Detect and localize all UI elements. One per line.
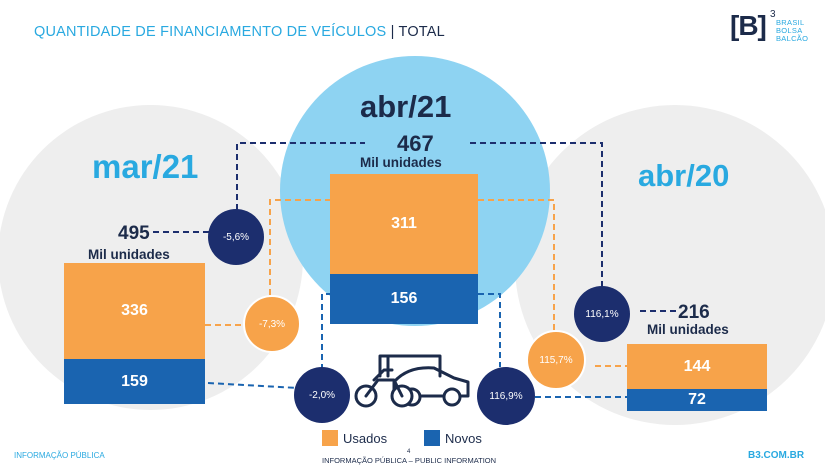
month-abr21: abr/21: [360, 89, 452, 124]
connector-total-right: [470, 142, 603, 290]
unit-abr21: Mil unidades: [360, 155, 442, 170]
bar-usados-1: 311: [330, 174, 478, 274]
change-new-vs-mar21: -2,0%: [294, 367, 350, 423]
footer-page-number: 4: [407, 449, 411, 455]
bar-novos-2: 72: [627, 389, 767, 411]
logo-superscript: 3: [770, 9, 776, 20]
title-total: TOTAL: [398, 24, 445, 40]
connector-total-left: [236, 142, 365, 210]
unit-mar21: Mil unidades: [88, 247, 170, 262]
title-separator: |: [390, 24, 395, 40]
logo-line-2: BOLSA: [776, 26, 803, 35]
title-main: QUANTIDADE DE FINANCIAMENTO DE VEÍCULOS: [34, 24, 387, 40]
change-total-vs-mar21: -5,6%: [208, 209, 264, 265]
month-abr20: abr/20: [638, 158, 730, 193]
vehicles-icon: [354, 354, 470, 408]
month-mar21: mar/21: [92, 148, 199, 185]
legend-new-swatch: [424, 430, 440, 446]
total-abr21: 467: [397, 131, 434, 156]
connector-new-right: [478, 293, 501, 367]
bar-usados-2: 144: [627, 344, 767, 389]
connector-new-left: [321, 293, 330, 370]
unit-abr20: Mil unidades: [647, 322, 729, 337]
connector-new-mar21: [207, 382, 299, 389]
legend-used-swatch: [322, 430, 338, 446]
legend-used-label: Usados: [343, 431, 388, 446]
logo-line-1: BRASIL: [776, 18, 805, 27]
footer-classification: INFORMAÇÃO PÚBLICA: [14, 451, 105, 460]
logo-text: BRASIL BOLSA BALCÃO: [776, 19, 808, 43]
footer-public-info: INFORMAÇÃO PÚBLICA – PUBLIC INFORMATION: [322, 456, 497, 465]
bar-usados-0: 336: [64, 263, 205, 359]
change-used-vs-abr20: 115,7%: [526, 330, 586, 390]
change-used-vs-mar21: -7,3%: [243, 295, 301, 353]
logo-line-3: BALCÃO: [776, 34, 809, 43]
connector-used-left: [269, 199, 330, 295]
change-total-vs-abr20: 116,1%: [574, 286, 630, 342]
footer-website[interactable]: B3.COM.BR: [748, 450, 805, 461]
change-new-vs-abr20: 116,9%: [477, 367, 535, 425]
bar-novos-1: 156: [330, 274, 478, 324]
connector-used-right: [478, 199, 555, 333]
bar-novos-0: 159: [64, 359, 205, 404]
logo-mark: [B]: [730, 10, 767, 41]
legend-new-label: Novos: [445, 431, 482, 446]
total-mar21: 495: [118, 223, 150, 244]
b3-logo: [B] 3 BRASIL BOLSA BALCÃO: [730, 9, 818, 50]
total-abr20: 216: [678, 302, 710, 323]
page-title: QUANTIDADE DE FINANCIAMENTO DE VEÍCULOS …: [34, 24, 445, 40]
